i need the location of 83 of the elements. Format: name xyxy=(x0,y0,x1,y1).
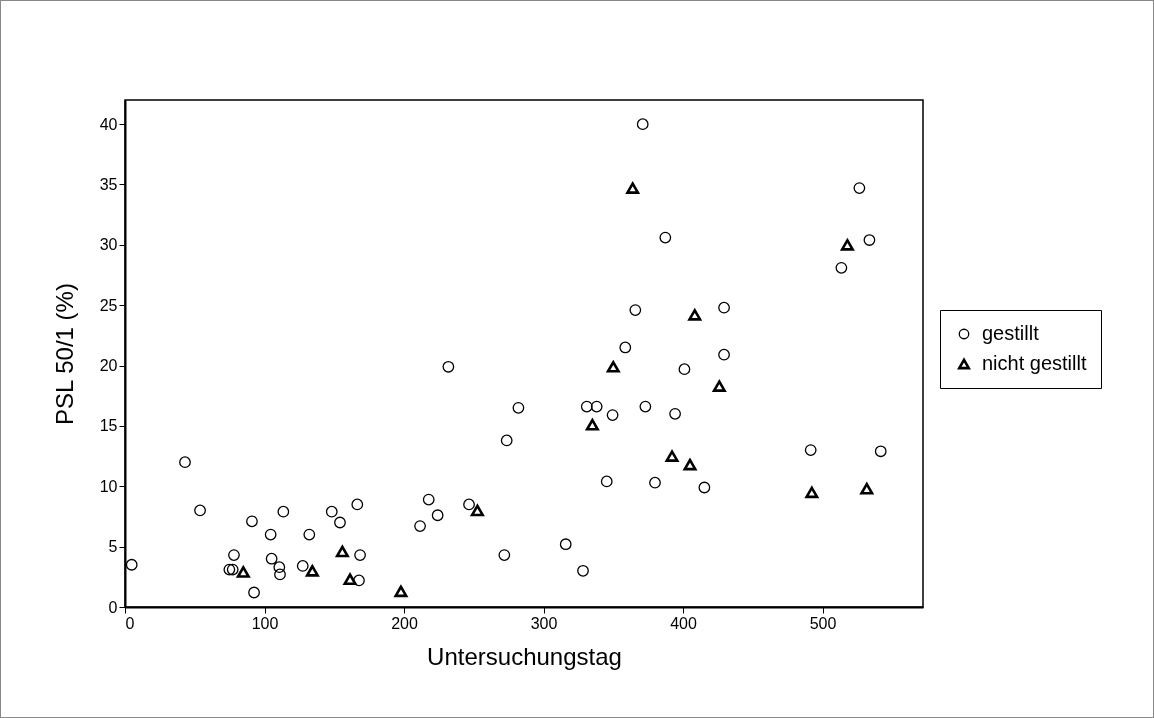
point xyxy=(512,401,525,414)
point xyxy=(277,505,290,518)
point xyxy=(273,561,286,574)
point xyxy=(470,504,484,517)
point xyxy=(718,348,730,361)
point xyxy=(606,409,619,421)
point xyxy=(296,560,309,572)
point xyxy=(500,434,513,447)
point xyxy=(853,182,866,195)
point xyxy=(354,549,366,561)
point xyxy=(678,363,691,376)
point xyxy=(804,444,817,456)
point xyxy=(590,400,603,413)
point xyxy=(659,231,672,244)
point xyxy=(498,549,511,561)
legend-label: gestillt xyxy=(982,322,1040,344)
point xyxy=(305,564,319,577)
point xyxy=(718,301,730,314)
point xyxy=(463,498,475,511)
point xyxy=(629,304,642,316)
point xyxy=(636,118,649,131)
point xyxy=(665,450,679,462)
point xyxy=(125,558,138,571)
point xyxy=(431,509,444,522)
point xyxy=(414,520,426,533)
point xyxy=(394,585,408,598)
point xyxy=(606,360,620,373)
y-tick-label: 40 xyxy=(99,115,118,133)
x-tick-label: 300 xyxy=(530,614,558,632)
point xyxy=(835,261,848,274)
y-tick-label: 15 xyxy=(99,417,118,435)
point xyxy=(863,234,876,246)
point xyxy=(264,528,277,541)
point xyxy=(442,360,455,373)
x-tick-label: 100 xyxy=(251,614,279,632)
point xyxy=(600,475,613,488)
point xyxy=(351,498,364,511)
point xyxy=(303,528,316,541)
point xyxy=(577,564,589,577)
point xyxy=(559,538,572,551)
point xyxy=(683,458,697,471)
point xyxy=(639,400,652,413)
point xyxy=(194,504,206,517)
x-tick-label: 200 xyxy=(391,614,418,632)
point xyxy=(236,566,250,578)
y-tick-label: 0 xyxy=(108,598,118,616)
y-tick-label: 30 xyxy=(99,236,118,254)
point xyxy=(840,239,854,251)
point xyxy=(585,418,599,431)
point xyxy=(580,400,593,413)
point xyxy=(619,341,632,354)
point xyxy=(334,516,346,529)
point xyxy=(649,476,661,489)
legend-label: nicht gestillt xyxy=(982,352,1087,374)
point xyxy=(626,182,640,194)
y-tick-label: 20 xyxy=(99,357,118,375)
y-tick-label: 35 xyxy=(99,176,118,193)
point xyxy=(248,586,260,599)
point xyxy=(874,445,887,458)
y-axis-title: PSL 50/1 (%) xyxy=(50,283,78,425)
point xyxy=(688,309,702,321)
point xyxy=(335,545,349,558)
point xyxy=(325,505,338,518)
point xyxy=(246,515,258,528)
point xyxy=(712,380,726,392)
point xyxy=(860,482,874,495)
point xyxy=(265,552,278,565)
point xyxy=(669,407,681,420)
point xyxy=(343,573,357,586)
point xyxy=(698,481,711,494)
x-tick-label: 0 xyxy=(125,614,135,632)
point xyxy=(805,486,819,499)
x-tick-label: 400 xyxy=(670,614,697,632)
point xyxy=(274,568,286,581)
y-tick-label: 5 xyxy=(108,538,118,556)
point xyxy=(228,549,240,561)
point xyxy=(353,574,365,587)
point xyxy=(179,456,191,469)
point xyxy=(422,493,435,506)
x-axis-title: Untersuchungstag xyxy=(427,642,622,670)
y-tick-label: 10 xyxy=(99,477,118,495)
x-tick-label: 500 xyxy=(809,614,837,632)
y-tick-label: 25 xyxy=(99,296,118,314)
